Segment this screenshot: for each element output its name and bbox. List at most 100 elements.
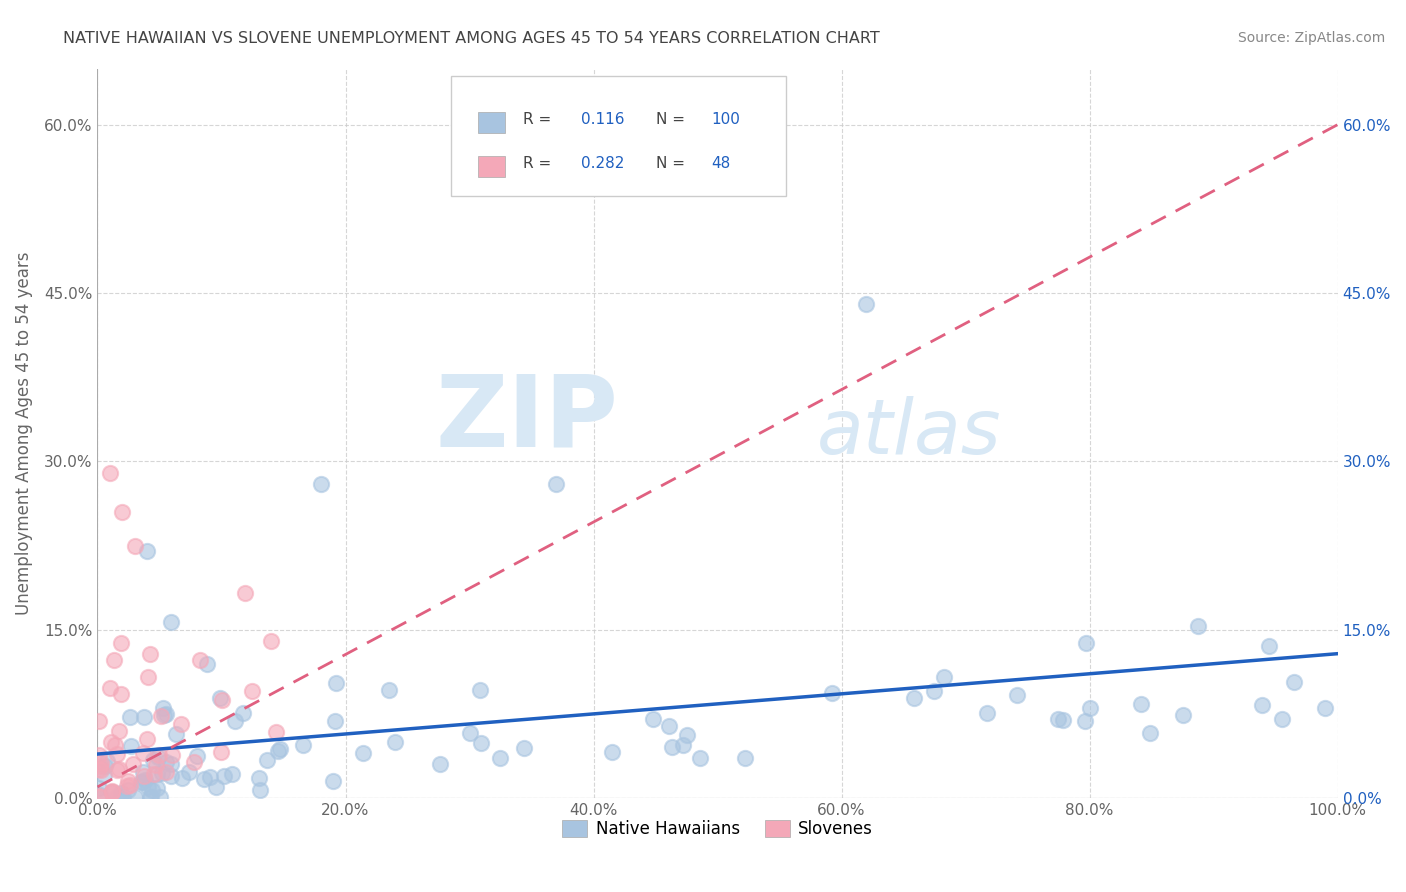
Point: [90, 764, 112, 778]
Point: [110, 687, 132, 701]
Point: [90, 756, 112, 770]
Point: [195, 657, 218, 672]
Point: [101, 785, 124, 799]
Point: [117, 773, 139, 788]
Point: [155, 756, 177, 770]
Point: [94, 759, 117, 773]
Point: [264, 725, 287, 739]
Point: [132, 747, 155, 761]
Point: [132, 775, 155, 789]
Point: [512, 741, 534, 756]
Point: [87, 747, 110, 762]
Point: [1139, 726, 1161, 740]
Point: [135, 732, 157, 747]
Point: [658, 719, 681, 733]
Point: [153, 707, 176, 722]
Point: [132, 710, 155, 724]
Point: [240, 683, 263, 698]
Point: [256, 753, 278, 767]
Point: [100, 784, 122, 798]
Point: [352, 746, 374, 760]
Point: [1315, 701, 1337, 715]
Point: [193, 772, 215, 786]
Point: [734, 751, 756, 765]
Point: [120, 739, 142, 753]
Point: [117, 783, 139, 797]
Point: [136, 780, 159, 794]
Point: [155, 765, 177, 780]
Point: [136, 544, 159, 558]
Point: [1187, 618, 1209, 632]
Text: N =: N =: [655, 112, 689, 127]
Point: [470, 682, 492, 697]
Point: [186, 748, 208, 763]
Point: [141, 783, 163, 797]
Point: [177, 765, 200, 780]
Point: [209, 745, 232, 759]
Point: [661, 740, 683, 755]
Point: [488, 751, 510, 765]
Text: 0.116: 0.116: [581, 112, 624, 127]
Point: [105, 764, 128, 778]
Point: [149, 790, 172, 805]
Point: [1047, 713, 1070, 727]
Point: [643, 712, 665, 726]
Y-axis label: Unemployment Among Ages 45 to 54 years: Unemployment Among Ages 45 to 54 years: [15, 252, 32, 615]
Point: [89, 789, 111, 804]
Point: [1251, 698, 1274, 712]
Text: Source: ZipAtlas.com: Source: ZipAtlas.com: [1237, 31, 1385, 45]
Point: [148, 747, 170, 762]
Point: [1173, 708, 1195, 723]
Point: [160, 747, 183, 762]
Point: [600, 745, 623, 759]
Text: atlas: atlas: [817, 396, 1001, 470]
Point: [267, 744, 290, 758]
Point: [1052, 713, 1074, 727]
Text: N =: N =: [655, 156, 689, 171]
Point: [249, 783, 271, 797]
Point: [108, 723, 131, 738]
Point: [672, 738, 695, 752]
Text: 100: 100: [711, 112, 740, 127]
Point: [93, 768, 115, 782]
Point: [107, 762, 129, 776]
Point: [689, 751, 711, 765]
Point: [325, 714, 347, 728]
Point: [124, 539, 146, 553]
Point: [105, 747, 128, 762]
Point: [100, 735, 122, 749]
Point: [143, 767, 166, 781]
Point: [1074, 635, 1097, 649]
Point: [129, 774, 152, 789]
Point: [100, 784, 122, 798]
Point: [89, 788, 111, 802]
Point: [87, 789, 110, 804]
Point: [1282, 675, 1305, 690]
Point: [138, 670, 160, 684]
Point: [118, 778, 141, 792]
Point: [110, 786, 132, 800]
Point: [260, 634, 283, 648]
Point: [676, 727, 699, 741]
Point: [146, 781, 169, 796]
Point: [224, 714, 246, 728]
Point: [104, 738, 127, 752]
Point: [1074, 714, 1097, 728]
Point: [110, 636, 132, 650]
Point: [87, 780, 110, 795]
Point: [105, 790, 128, 805]
Point: [384, 734, 406, 748]
Point: [160, 615, 183, 630]
Point: [101, 785, 124, 799]
Point: [117, 779, 139, 793]
Point: [212, 769, 235, 783]
Point: [378, 682, 401, 697]
Point: [98, 466, 121, 480]
Point: [132, 769, 155, 783]
Point: [582, 174, 605, 188]
Point: [1258, 640, 1281, 654]
Point: [200, 770, 222, 784]
Point: [118, 710, 141, 724]
Point: [121, 757, 143, 772]
Point: [934, 669, 956, 683]
